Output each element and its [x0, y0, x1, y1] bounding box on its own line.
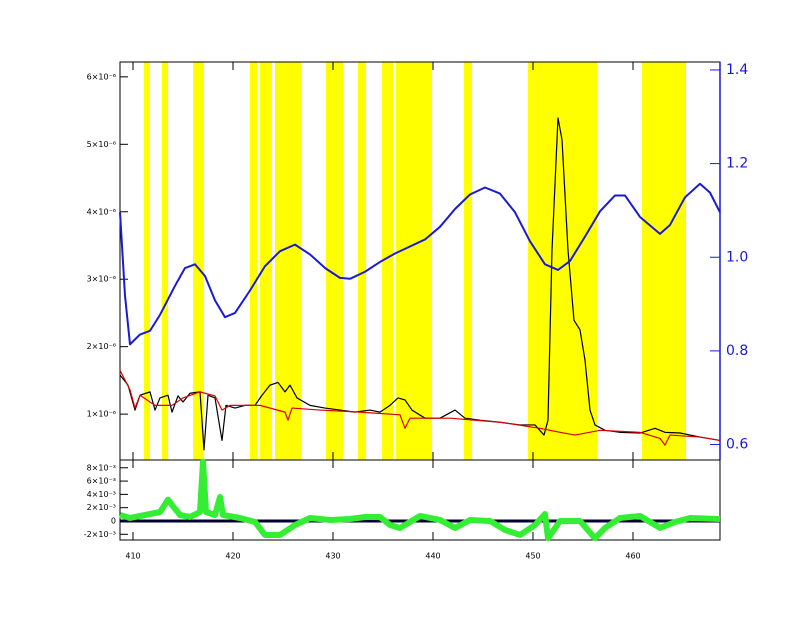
x-tick-label: 410 [125, 552, 140, 561]
shaded-region [260, 62, 272, 460]
plot-frame [119, 459, 721, 541]
y-tick-label: 1×10⁻⁶ [87, 410, 116, 419]
y-tick-label: 0 [111, 516, 116, 525]
shaded-region [382, 62, 393, 460]
x-tick-label: 420 [225, 552, 240, 561]
shaded-region [250, 62, 257, 460]
y-tick-label: 4×10⁻³ [87, 490, 116, 499]
shaded-region [464, 62, 472, 460]
shaded-region [326, 62, 343, 460]
shaded-region [162, 62, 168, 460]
y-tick-label: 5×10⁻⁶ [87, 140, 116, 149]
y2-tick-label: 0.6 [726, 437, 748, 453]
x-tick-label: 440 [425, 552, 440, 561]
y-tick-label: 3×10⁻⁶ [87, 275, 116, 284]
shaded-region [144, 62, 150, 460]
shaded-region [358, 62, 366, 460]
shaded-region [275, 62, 301, 460]
x-tick-label: 430 [325, 552, 340, 561]
y2-tick-label: 1.2 [726, 156, 748, 172]
series-line [119, 117, 721, 451]
x-tick-label: 450 [525, 552, 540, 561]
shaded-region [642, 62, 686, 460]
y2-tick-label: 1.4 [726, 62, 748, 78]
series-line [119, 182, 721, 346]
shaded-region [528, 62, 597, 460]
y-tick-label: 4×10⁻⁶ [87, 207, 116, 216]
y-tick-label: 2×10⁻⁶ [87, 342, 116, 351]
y-tick-label: 6×10⁻³ [87, 477, 116, 486]
y-tick-label: 2×10⁻³ [87, 503, 116, 512]
shaded-region [396, 62, 432, 460]
y2-tick-label: 0.8 [726, 343, 748, 359]
y-tick-label: -2×10⁻³ [84, 530, 116, 539]
series-line [119, 458, 721, 542]
x-tick-label: 460 [625, 552, 640, 561]
y2-tick-label: 1.0 [726, 249, 748, 265]
y-tick-label: 6×10⁻⁶ [87, 72, 116, 81]
y-tick-label: 8×10⁻³ [87, 463, 116, 472]
shaded-region [193, 62, 204, 460]
series-line [119, 370, 721, 446]
